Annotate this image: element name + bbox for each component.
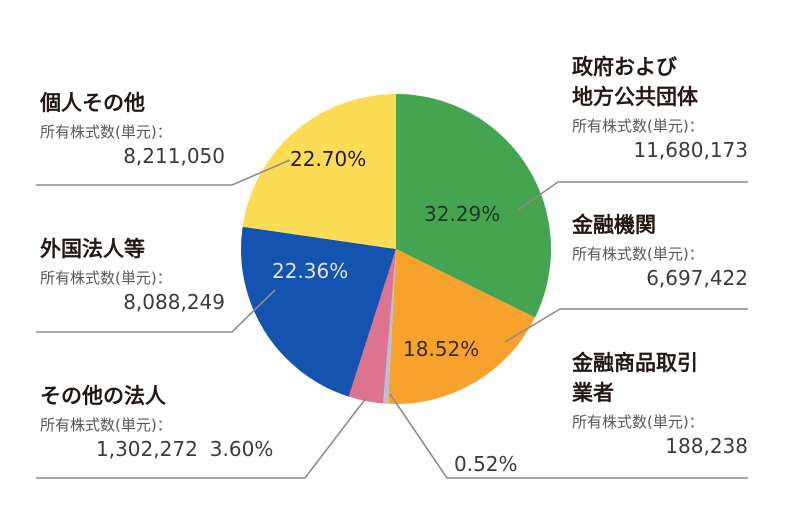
unit-label: 所有株式数(単元)： bbox=[572, 117, 704, 135]
leader-line-foreign bbox=[36, 289, 276, 333]
leader-line-individual bbox=[36, 159, 291, 186]
pie-slice-4 bbox=[240, 226, 396, 397]
pie-slices bbox=[240, 94, 552, 405]
leader-lines bbox=[36, 159, 748, 479]
unit-label: 所有株式数(単元)： bbox=[40, 269, 172, 287]
share-count: 8,088,249 bbox=[123, 290, 225, 314]
leader-line-financial bbox=[504, 308, 748, 343]
pct-label-securities: 0.52% bbox=[454, 452, 518, 476]
category-name: その他の法人 bbox=[40, 384, 166, 408]
leader-line-gov bbox=[517, 181, 748, 211]
unit-label: 所有株式数(単元)： bbox=[40, 416, 172, 434]
leader-line-other-corp bbox=[36, 397, 367, 479]
category-name-line1: 金融商品取引 bbox=[572, 351, 698, 375]
share-count-row: 1,302,272 3.60% bbox=[40, 435, 310, 463]
pct-label-financial: 18.52% bbox=[403, 337, 480, 361]
pie-slice-0 bbox=[396, 94, 552, 318]
unit-label: 所有株式数(単元)： bbox=[572, 413, 704, 431]
pct-label-individual: 22.70% bbox=[290, 147, 367, 171]
pie-slice-3 bbox=[348, 249, 396, 404]
callout-other-corp: その他の法人 所有株式数(単元)： 1,302,272 3.60% bbox=[40, 381, 310, 463]
category-name: 個人その他 bbox=[40, 91, 145, 115]
callout-gov: 政府および 地方公共団体 所有株式数(単元)： 11,680,173 bbox=[572, 52, 748, 164]
category-name: 外国法人等 bbox=[40, 237, 145, 261]
callout-financial: 金融機関 所有株式数(単元)： 6,697,422 bbox=[572, 210, 748, 292]
category-name-line1: 政府および bbox=[572, 55, 677, 79]
pie-slice-5 bbox=[242, 94, 396, 249]
share-count: 1,302,272 bbox=[96, 437, 198, 461]
share-count: 188,238 bbox=[665, 434, 748, 458]
pie-slice-1 bbox=[388, 249, 536, 405]
category-name-line2: 地方公共団体 bbox=[572, 85, 698, 109]
callout-securities: 金融商品取引 業者 所有株式数(単元)： 188,238 bbox=[572, 348, 748, 460]
pie-slice-2 bbox=[383, 249, 396, 404]
callout-individual: 個人その他 所有株式数(単元)： 8,211,050 bbox=[40, 88, 225, 170]
unit-label: 所有株式数(単元)： bbox=[40, 123, 172, 141]
leader-line-securities bbox=[389, 393, 748, 479]
category-name-line2: 業者 bbox=[572, 381, 614, 405]
share-count: 8,211,050 bbox=[123, 144, 225, 168]
unit-label: 所有株式数(単元)： bbox=[572, 245, 704, 263]
share-count: 11,680,173 bbox=[633, 138, 748, 162]
pct-label-other-corp: 3.60% bbox=[209, 437, 274, 461]
share-count: 6,697,422 bbox=[646, 266, 748, 290]
pct-label-gov: 32.29% bbox=[424, 202, 501, 226]
category-name: 金融機関 bbox=[572, 213, 656, 237]
callout-foreign: 外国法人等 所有株式数(単元)： 8,088,249 bbox=[40, 234, 225, 316]
pct-label-foreign: 22.36% bbox=[272, 259, 349, 283]
